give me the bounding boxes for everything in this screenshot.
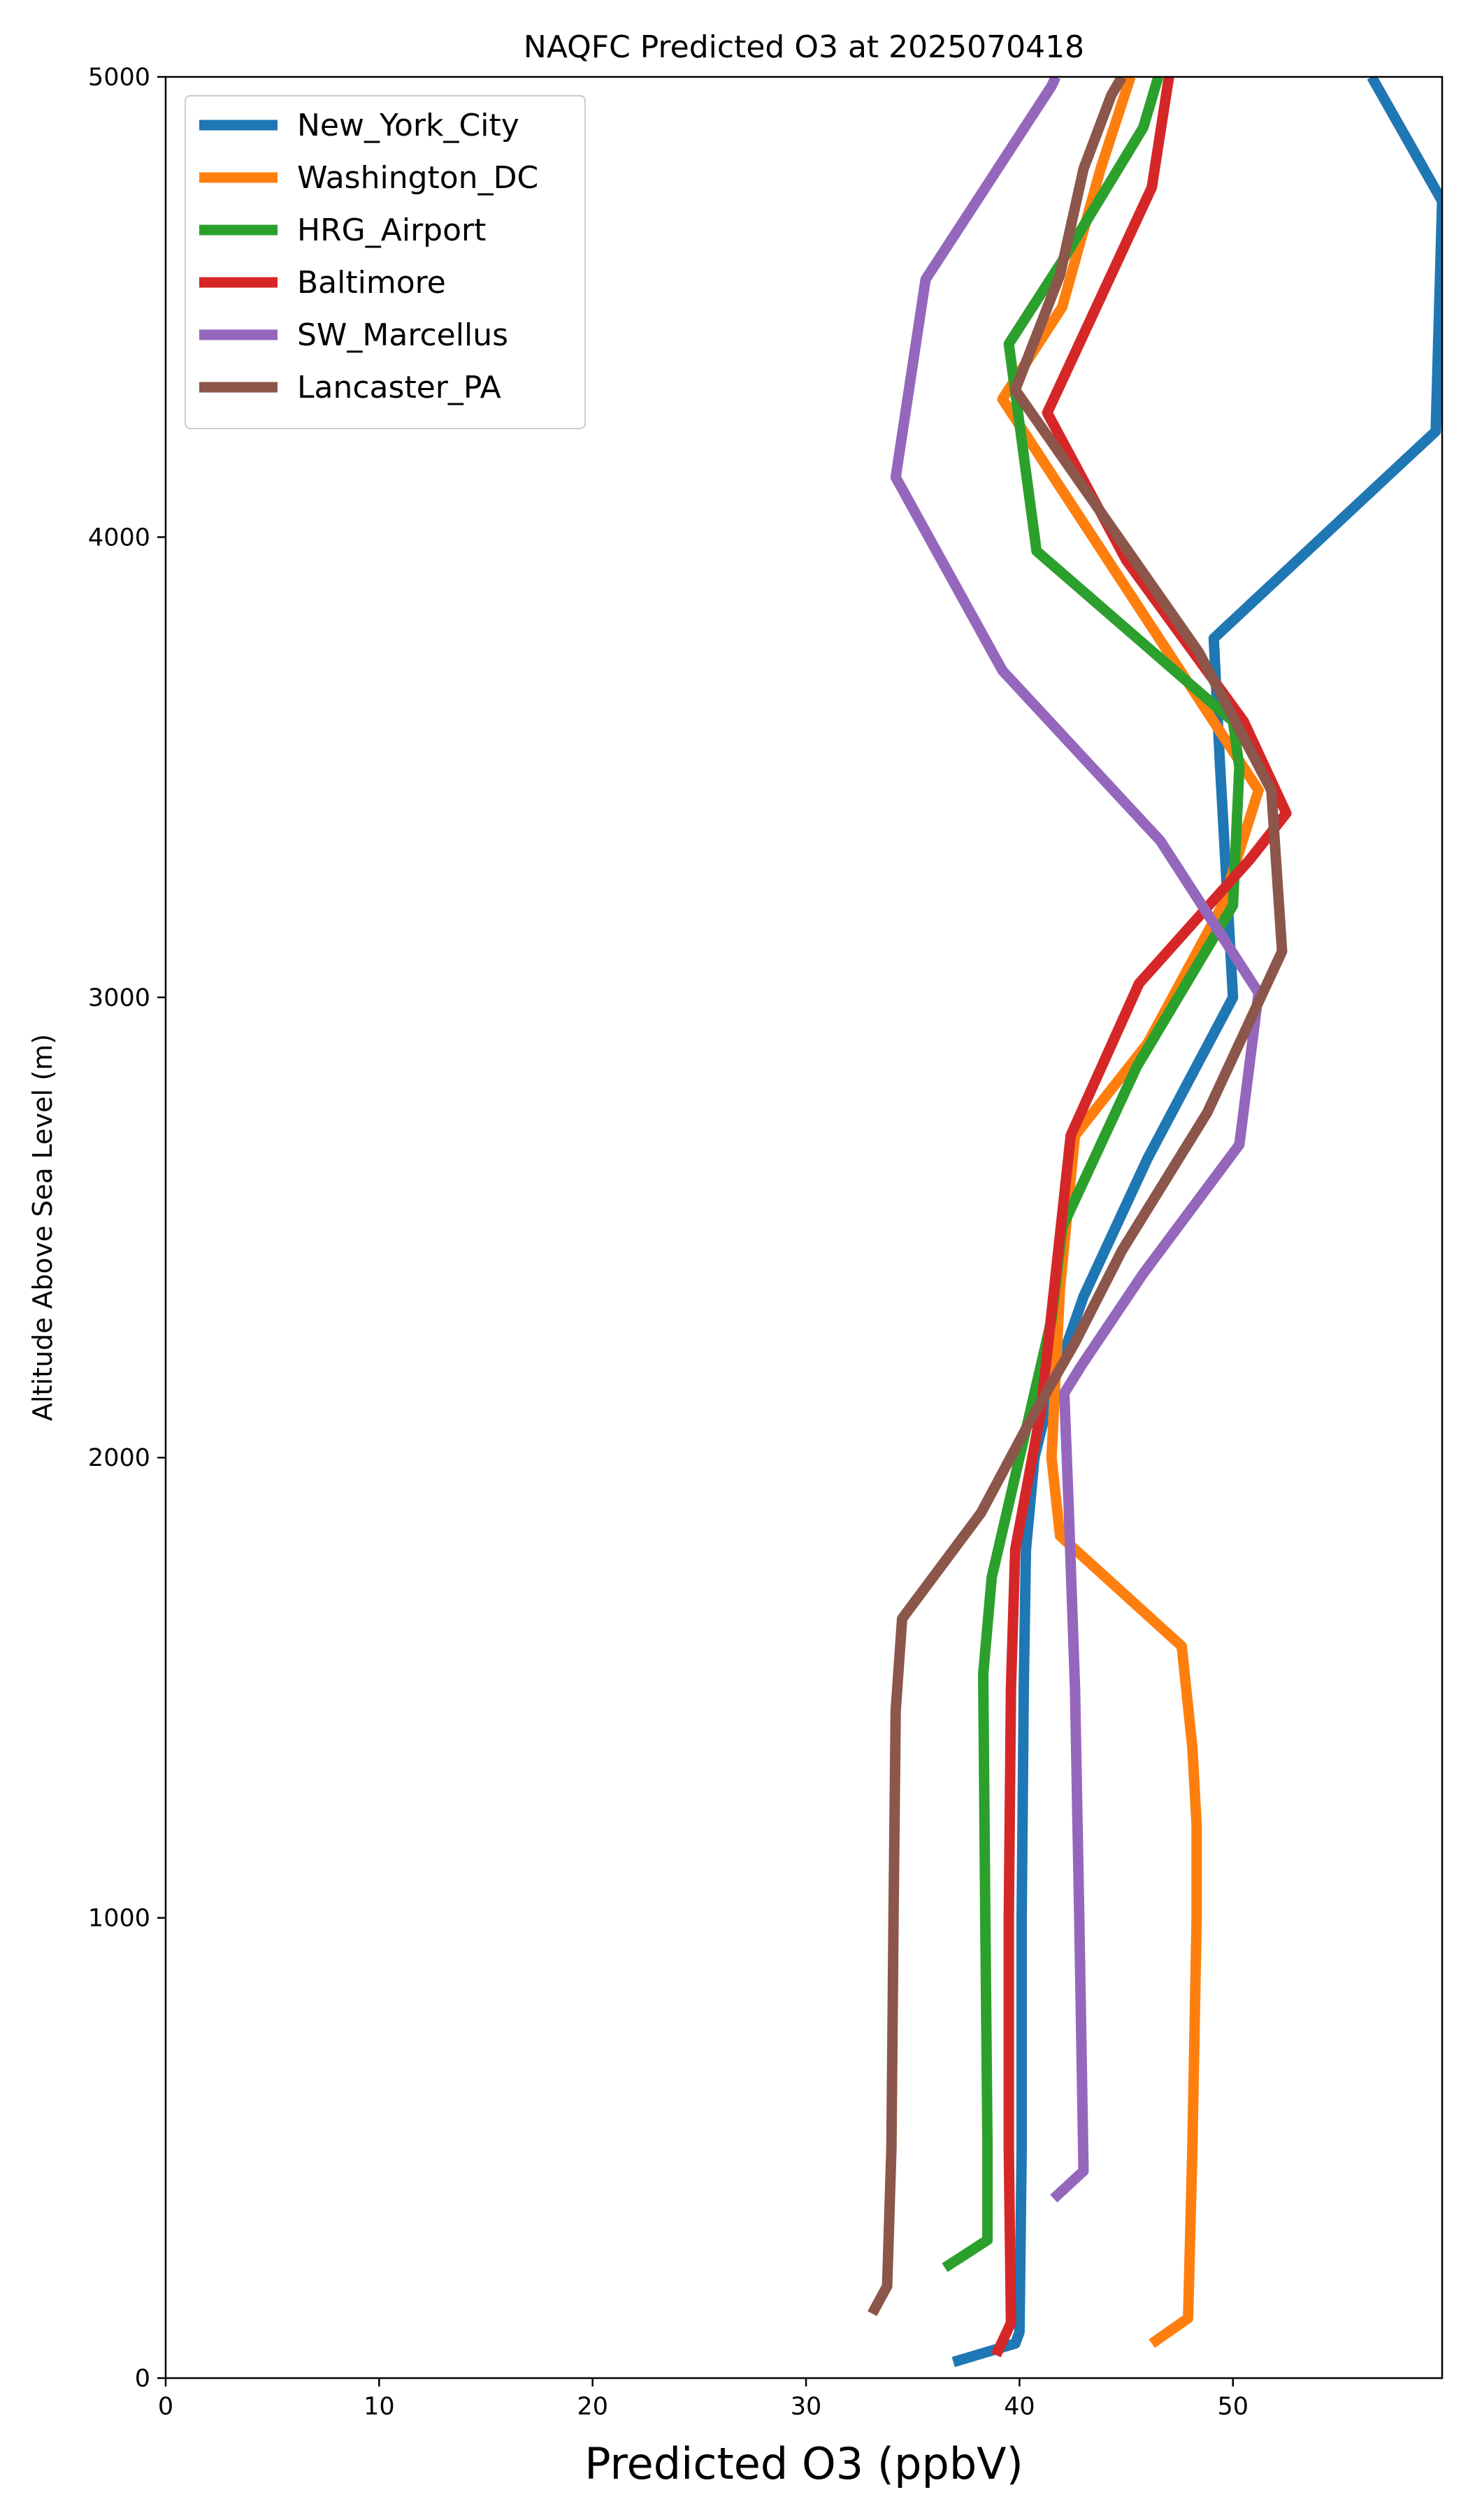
- axis-ticks: 0 10 20 30 40 50 0 1000 2000 3000 4000 5000: [88, 64, 1248, 2421]
- legend-label: New_York_City: [297, 108, 519, 143]
- y-tick-label: 5000: [88, 64, 150, 92]
- legend-box: [185, 95, 586, 429]
- x-tick-label: 30: [791, 2393, 822, 2421]
- x-tick-label: 50: [1217, 2393, 1248, 2421]
- series-line-hrg-airport: [942, 77, 1245, 2273]
- y-tick-label: 2000: [88, 1444, 150, 1472]
- x-tick-label: 20: [577, 2393, 608, 2421]
- legend-label: Washington_DC: [297, 160, 538, 196]
- series-line-sw-marcellus: [890, 77, 1264, 2203]
- legend-label: HRG_Airport: [297, 213, 486, 248]
- series-line-lancaster-pa: [868, 77, 1288, 2317]
- x-tick-label: 10: [364, 2393, 395, 2421]
- plot-area: [868, 77, 1442, 2368]
- legend: New_York_City Washington_DC HRG_Airport Bal…: [185, 95, 586, 429]
- x-tick-label: 40: [1004, 2393, 1035, 2421]
- x-tick-label: 0: [158, 2393, 173, 2421]
- axes-frame: [164, 75, 1444, 2379]
- y-axis-label: Altitude Above Sea Level (m): [27, 1034, 58, 1421]
- legend-label: SW_Marcellus: [297, 317, 508, 353]
- y-tick-label: 0: [135, 2365, 150, 2393]
- x-axis-label: Predicted O3 (ppbV): [584, 2438, 1023, 2489]
- y-tick-label: 1000: [88, 1905, 150, 1933]
- chart-title: NAQFC Predicted O3 at 2025070418: [524, 29, 1084, 65]
- legend-label: Lancaster_PA: [297, 370, 501, 405]
- y-tick-label: 4000: [88, 524, 150, 552]
- series-line-baltimore: [991, 77, 1292, 2358]
- legend-label: Baltimore: [297, 265, 446, 301]
- y-tick-label: 3000: [88, 984, 150, 1012]
